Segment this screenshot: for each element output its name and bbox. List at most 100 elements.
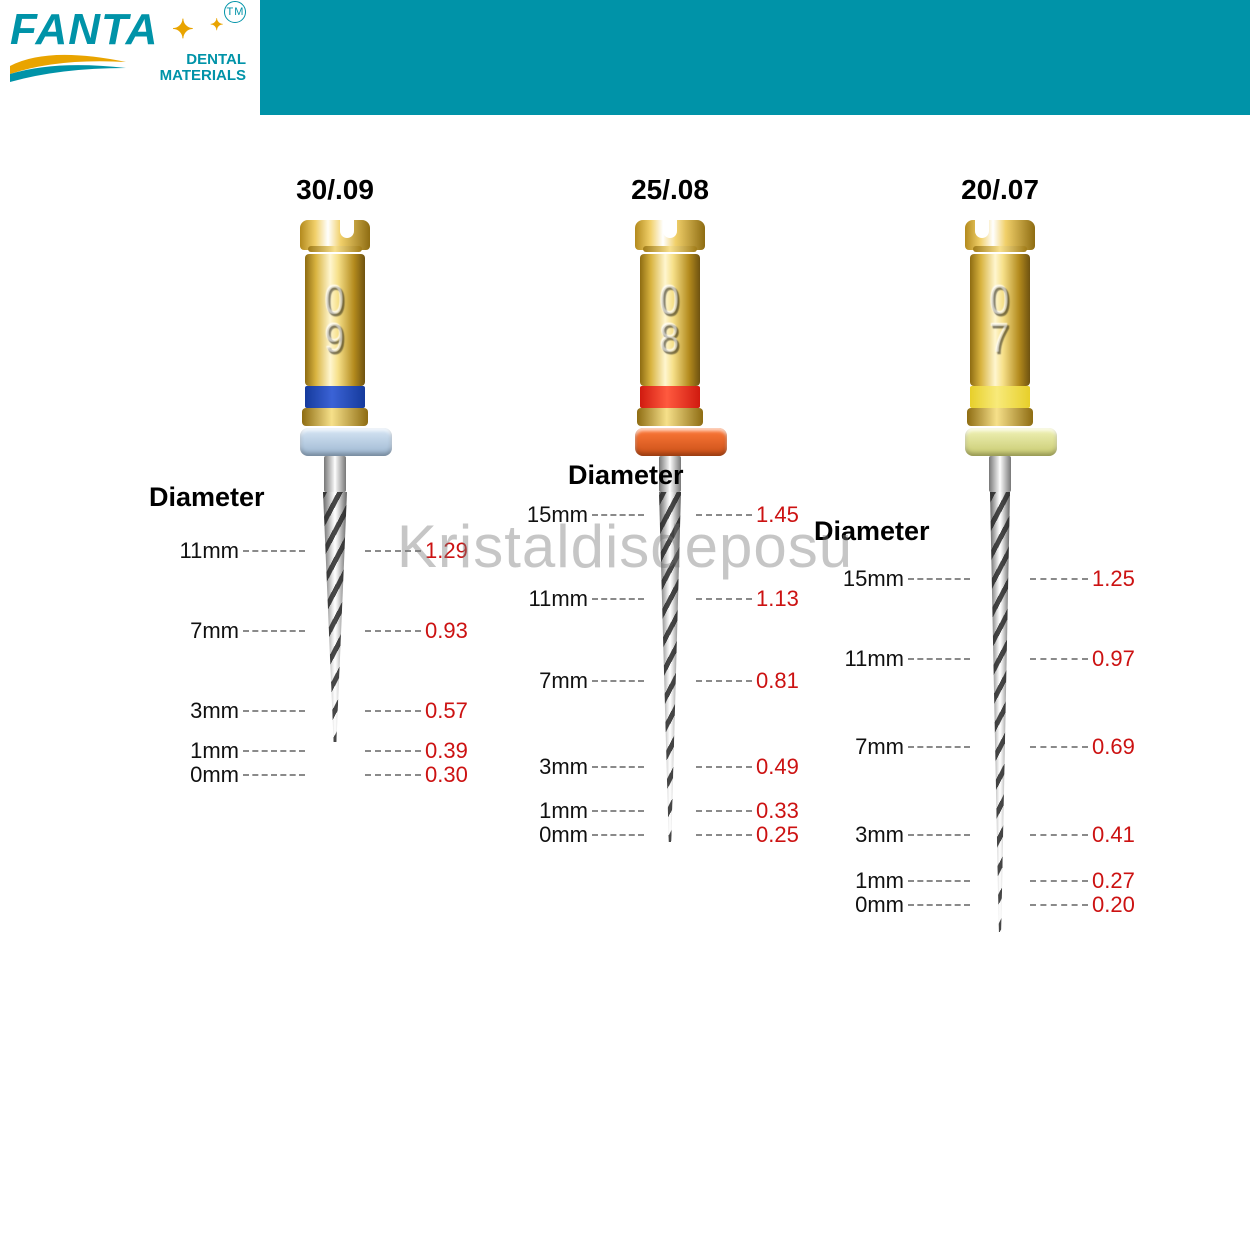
leader-line: [365, 630, 421, 632]
leader-line: [365, 550, 421, 552]
file-title: 20/.07: [820, 174, 1180, 206]
color-band: [970, 386, 1030, 408]
leader-line: [592, 834, 644, 836]
leader-line: [908, 834, 970, 836]
drill-graphic: 08: [634, 220, 706, 842]
diameter-value: 0.57: [425, 698, 489, 724]
header: FANTA ✦ ✦ TM DENTAL MATERIALS: [0, 0, 1250, 115]
mm-label: 7mm: [508, 668, 588, 694]
swoosh-icon: [8, 52, 128, 82]
measure-row: 1mm0.27: [820, 870, 1180, 892]
diameter-label: Diameter: [568, 460, 684, 491]
flute: [990, 492, 1010, 932]
diameter-value: 1.45: [756, 502, 820, 528]
measure-row: 11mm 1.29: [155, 540, 515, 562]
brand-sub-line1: DENTAL: [160, 52, 246, 68]
diameter-label: Diameter: [814, 516, 930, 547]
mm-label: 0mm: [508, 822, 588, 848]
diameter-value: 0.69: [1092, 734, 1156, 760]
leader-line: [592, 810, 644, 812]
diameter-label: Diameter: [149, 482, 265, 513]
measure-row: 1mm 0.39: [155, 740, 515, 762]
leader-line: [1030, 904, 1088, 906]
measure-row: 0mm 0.25: [490, 824, 850, 846]
diameter-value: 0.27: [1092, 868, 1156, 894]
sparkle-icon: ✦: [172, 14, 195, 44]
measure-row: 11mm0.97: [820, 648, 1180, 670]
mm-label: 1mm: [508, 798, 588, 824]
leader-line: [365, 774, 421, 776]
leader-line: [243, 550, 305, 552]
leader-line: [696, 834, 752, 836]
leader-line: [908, 658, 970, 660]
measure-row: 3mm 0.41: [820, 824, 1180, 846]
leader-line: [908, 904, 970, 906]
leader-line: [908, 746, 970, 748]
leader-line: [365, 710, 421, 712]
brand-logo: FANTA ✦ ✦ TM DENTAL MATERIALS: [0, 0, 260, 115]
diameter-value: 0.39: [425, 738, 489, 764]
leader-line: [592, 680, 644, 682]
emboss-digit: 7: [990, 321, 1010, 358]
color-band: [640, 386, 700, 408]
diameter-value: 0.49: [756, 754, 820, 780]
leader-line: [696, 514, 752, 516]
leader-line: [908, 578, 970, 580]
measure-row: 15mm 1.45: [490, 504, 850, 526]
leader-line: [592, 766, 644, 768]
mm-label: 3mm: [824, 822, 904, 848]
mm-label: 1mm: [159, 738, 239, 764]
measure-row: 3mm 0.57: [155, 700, 515, 722]
diameter-value: 0.25: [756, 822, 820, 848]
measure-row: 3mm 0.49: [490, 756, 850, 778]
leader-line: [696, 680, 752, 682]
measure-row: 11mm1.13: [490, 588, 850, 610]
diameter-value: 0.30: [425, 762, 489, 788]
diameter-value: 1.13: [756, 586, 820, 612]
leader-line: [908, 880, 970, 882]
diameter-value: 0.20: [1092, 892, 1156, 918]
sparkle-icon: ✦: [210, 17, 224, 34]
measure-row: 7mm 0.81: [490, 670, 850, 692]
emboss-digit: 9: [325, 321, 345, 358]
diameter-value: 0.41: [1092, 822, 1156, 848]
diameter-value: 0.81: [756, 668, 820, 694]
file-title: 30/.09: [155, 174, 515, 206]
leader-line: [243, 774, 305, 776]
diameter-value: 1.29: [425, 538, 489, 564]
diameter-value: 0.97: [1092, 646, 1156, 672]
mm-label: 3mm: [159, 698, 239, 724]
leader-line: [1030, 834, 1088, 836]
mm-label: 11mm: [159, 538, 239, 564]
color-band: [305, 386, 365, 408]
mm-label: 3mm: [508, 754, 588, 780]
leader-line: [243, 750, 305, 752]
leader-line: [1030, 880, 1088, 882]
emboss-digit: 8: [660, 321, 680, 358]
leader-line: [696, 766, 752, 768]
leader-line: [592, 514, 644, 516]
measure-row: 15mm1.25: [820, 568, 1180, 590]
leader-line: [1030, 578, 1088, 580]
measure-row: 0mm 0.30: [155, 764, 515, 786]
leader-line: [1030, 658, 1088, 660]
measure-row: 7mm 0.93: [155, 620, 515, 642]
mm-label: 0mm: [159, 762, 239, 788]
leader-line: [696, 810, 752, 812]
mm-label: 15mm: [508, 502, 588, 528]
diameter-value: 0.93: [425, 618, 489, 644]
measure-row: 7mm0.69: [820, 736, 1180, 758]
leader-line: [243, 630, 305, 632]
flute: [659, 492, 681, 842]
leader-line: [243, 710, 305, 712]
drill-graphic: 09: [299, 220, 371, 742]
leader-line: [592, 598, 644, 600]
measure-row: 0mm0.20: [820, 894, 1180, 916]
mm-label: 7mm: [159, 618, 239, 644]
header-strip: [260, 0, 1250, 115]
diameter-value: 0.33: [756, 798, 820, 824]
measure-row: 1mm 0.33: [490, 800, 850, 822]
mm-label: 15mm: [824, 566, 904, 592]
rubber-stopper: [965, 428, 1057, 456]
brand-name: FANTA: [10, 5, 157, 54]
